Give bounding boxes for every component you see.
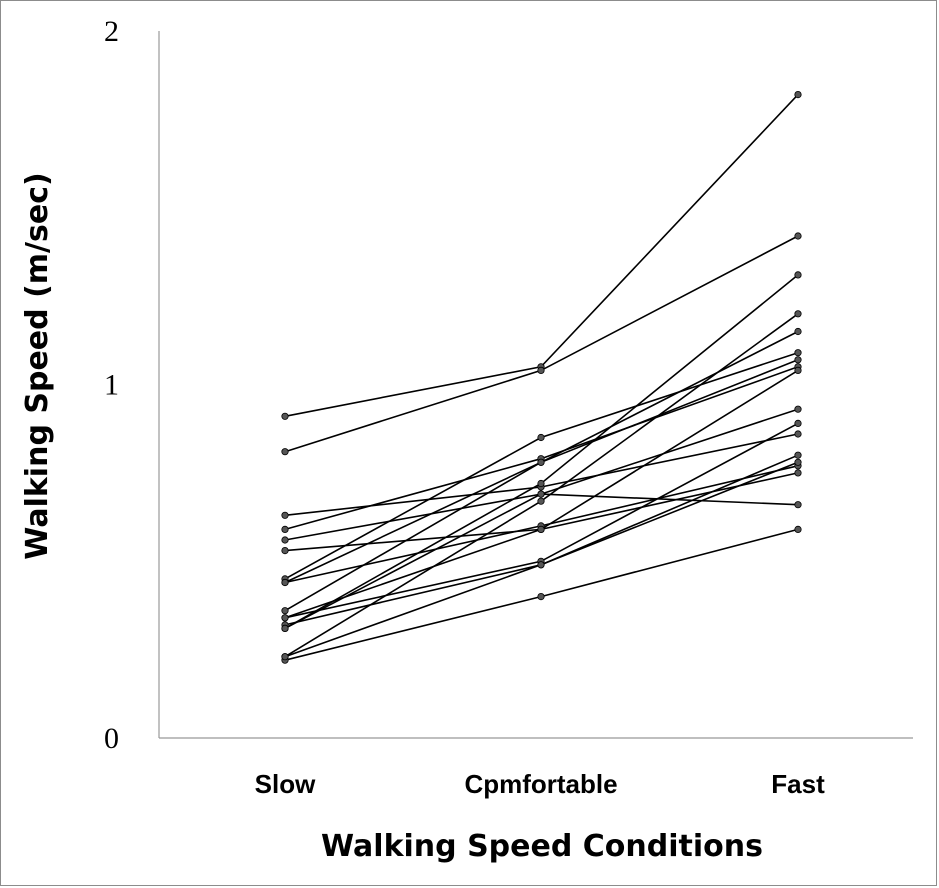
data-point (537, 497, 545, 505)
y-tick-labels: 0 1 2 (104, 15, 119, 755)
data-point (537, 561, 545, 569)
series-16 (281, 469, 802, 622)
data-point (794, 310, 802, 318)
data-point (794, 405, 802, 413)
x-axis-title: Walking Speed Conditions (321, 829, 763, 864)
y-tick-label: 1 (104, 369, 119, 402)
x-category-label: Slow (255, 769, 316, 799)
data-point (794, 232, 802, 240)
data-point (537, 366, 545, 374)
series-line (284, 408, 799, 541)
data-point (281, 448, 289, 456)
data-point (281, 546, 289, 555)
data-point (794, 451, 802, 459)
data-point (537, 525, 545, 534)
y-axis-title: Walking Speed (m/sec) (20, 172, 55, 559)
data-point (794, 469, 802, 477)
series-line (284, 235, 799, 453)
data-point (794, 419, 802, 427)
data-point (281, 614, 289, 622)
data-point (281, 412, 289, 420)
data-point (537, 490, 545, 498)
data-point (794, 525, 802, 534)
data-point (794, 501, 802, 509)
chart-axes (158, 31, 913, 739)
series-1 (281, 91, 802, 420)
y-tick-label: 0 (104, 722, 119, 755)
series-3 (281, 430, 802, 519)
data-point (794, 458, 802, 466)
data-point (794, 356, 802, 364)
series-12 (281, 271, 802, 633)
series-line (284, 274, 799, 630)
series-9 (281, 356, 802, 615)
data-point (794, 430, 802, 438)
data-point (281, 607, 289, 615)
x-category-label: Fast (771, 769, 825, 799)
series-18 (281, 490, 802, 633)
data-point (794, 366, 802, 374)
data-point (537, 592, 545, 601)
data-point (794, 91, 802, 99)
data-point (537, 458, 545, 466)
data-point (281, 536, 289, 544)
series-17 (281, 458, 802, 661)
data-point (281, 624, 289, 633)
data-point (537, 479, 545, 488)
data-point (794, 349, 802, 357)
data-point (281, 511, 289, 519)
series-10 (281, 419, 802, 622)
data-point (281, 525, 289, 534)
series-7 (281, 349, 802, 583)
data-point (281, 578, 289, 587)
series-2 (281, 232, 802, 456)
data-point (794, 327, 802, 336)
data-point (794, 271, 802, 279)
data-point (537, 433, 545, 442)
data-point (281, 653, 289, 661)
y-tick-label: 2 (104, 15, 119, 48)
series-layer (281, 91, 802, 664)
x-category-label: Cpmfortable (464, 769, 617, 799)
x-category-labels: Slow Cpmfortable Fast (255, 769, 825, 799)
